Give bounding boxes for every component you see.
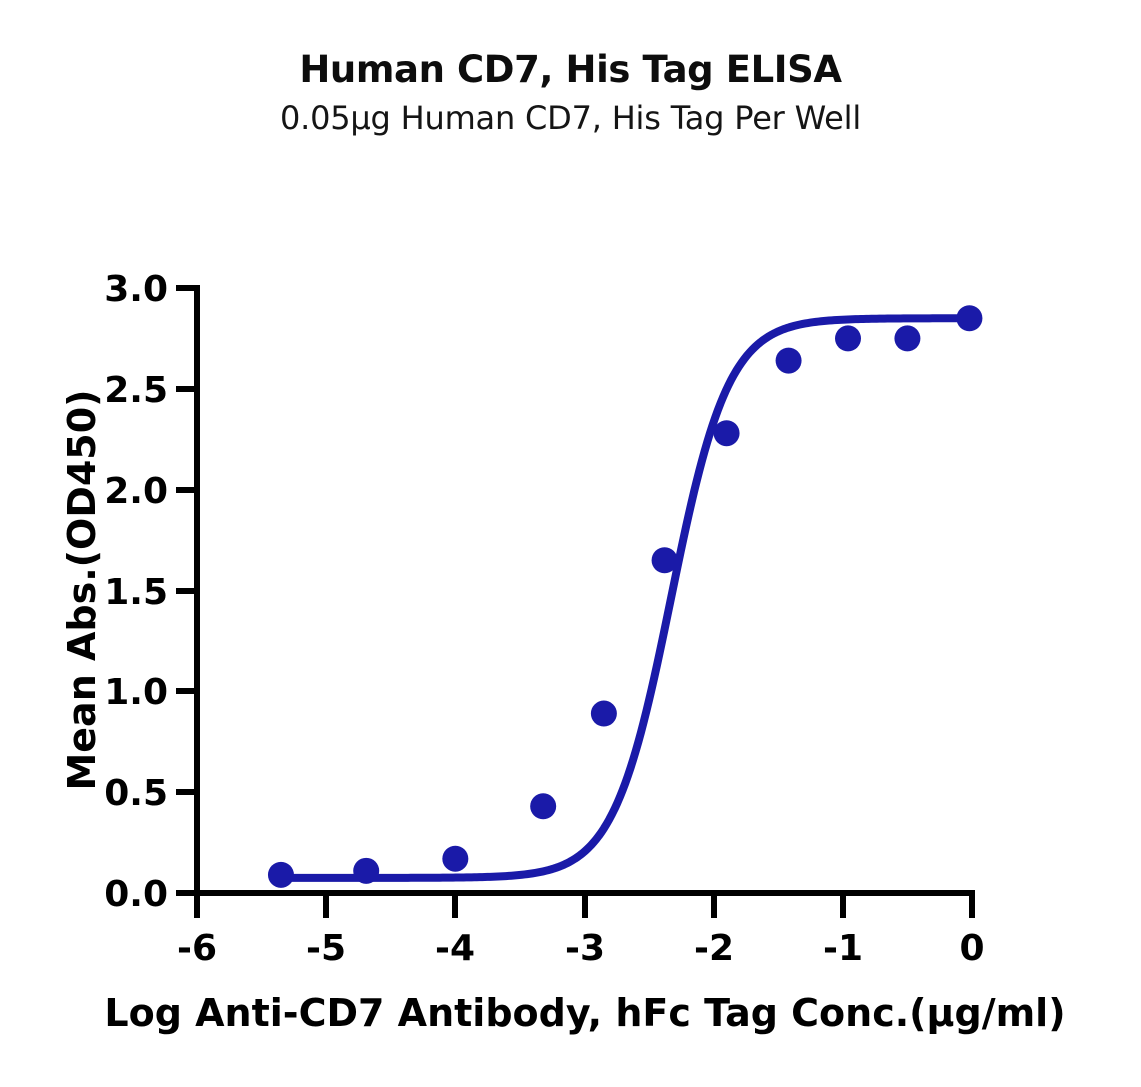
data-point — [590, 700, 617, 727]
data-point — [713, 420, 740, 447]
data-point — [353, 857, 380, 884]
y-axis-title: Mean Abs.(OD450) — [60, 389, 104, 790]
chart-title-block: Human CD7, His Tag ELISA 0.05µg Human CD… — [0, 48, 1141, 138]
page-title: Human CD7, His Tag ELISA — [299, 48, 842, 91]
y-axis-ticks — [176, 285, 197, 896]
y-axis-tick-labels: 3.0 2.5 2.0 1.5 1.0 0.5 0.0 — [104, 269, 168, 915]
data-point — [956, 305, 983, 332]
x-axis-tick-labels: -6 -5 -4 -3 -2 -1 0 — [177, 928, 985, 969]
data-point-markers — [267, 305, 983, 888]
data-point — [651, 547, 678, 574]
dose-response-curve — [276, 314, 974, 882]
data-point — [267, 861, 294, 888]
x-axis-ticks — [194, 893, 975, 918]
y-tick-label: 0.5 — [104, 773, 168, 814]
y-tick-label: 3.0 — [104, 269, 168, 310]
data-point — [442, 845, 469, 872]
data-point — [530, 793, 557, 820]
y-tick-label: 0.0 — [104, 874, 168, 915]
x-tick-label: -2 — [694, 928, 734, 969]
y-tick-label: 2.5 — [104, 370, 168, 411]
x-tick-label: -6 — [177, 928, 217, 969]
x-axis-title: Log Anti-CD7 Antibody, hFc Tag Conc.(µg/… — [104, 991, 1065, 1035]
data-point — [775, 347, 802, 374]
y-tick-label: 2.0 — [104, 471, 168, 512]
x-tick-label: -5 — [306, 928, 346, 969]
data-point — [835, 325, 861, 352]
data-point — [894, 325, 921, 352]
x-tick-label: 0 — [959, 928, 984, 969]
y-tick-label: 1.0 — [104, 672, 168, 713]
x-tick-label: -1 — [823, 928, 863, 969]
x-tick-label: -4 — [435, 928, 475, 969]
chart-subtitle: 0.05µg Human CD7, His Tag Per Well — [279, 99, 862, 137]
y-tick-label: 1.5 — [104, 572, 168, 613]
x-tick-label: -3 — [565, 928, 605, 969]
